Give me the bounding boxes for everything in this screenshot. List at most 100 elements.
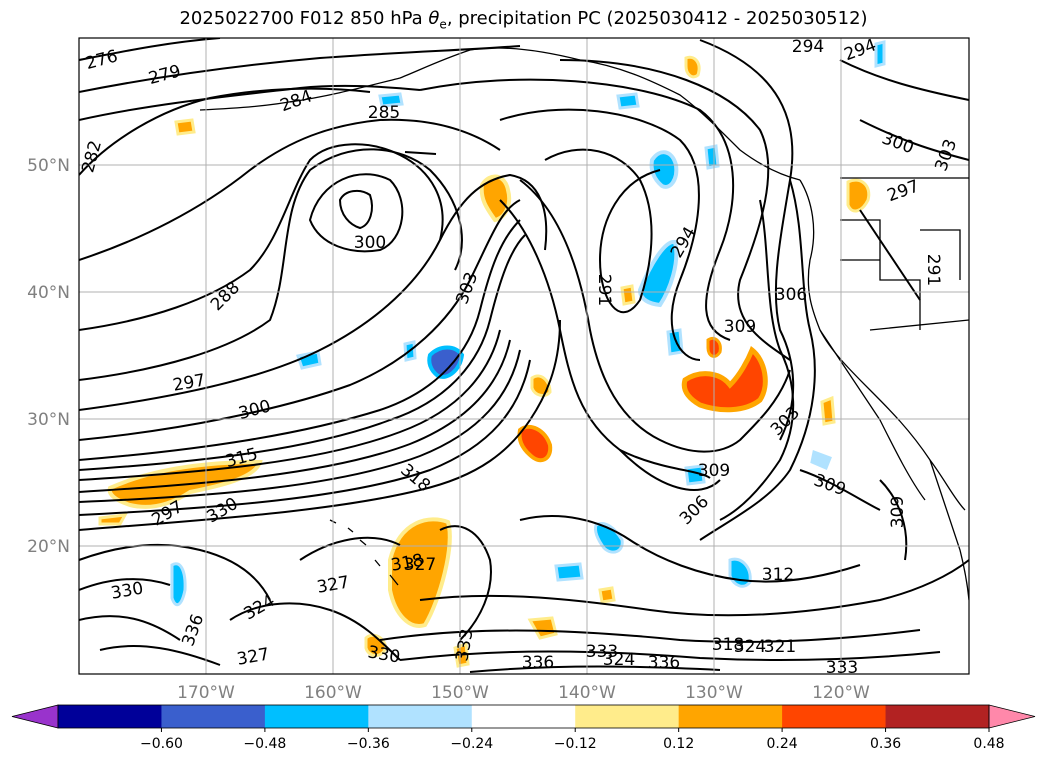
colorbar-extend-min [11, 704, 59, 729]
lat-label: 50°N [27, 156, 70, 176]
lat-label: 30°N [27, 410, 70, 430]
lat-label: 40°N [27, 283, 70, 303]
precip-blue-neg [594, 522, 624, 554]
precip-orange-pos [846, 178, 871, 213]
precip-orange-pos [598, 586, 616, 604]
contour-line [79, 87, 371, 176]
contour-line [799, 469, 881, 511]
contour-line [229, 602, 401, 661]
lon-label: 130°W [685, 683, 743, 703]
contour-label: 309 [888, 496, 908, 528]
latitude-labels: 50°N 40°N 30°N 20°N [27, 156, 70, 557]
colorbar-tick-label: −0.12 [554, 736, 597, 752]
precip-orange-pos [820, 395, 836, 426]
contour-line [79, 219, 521, 461]
contour-line [499, 108, 701, 361]
contour-line [839, 59, 969, 101]
contour-line [619, 449, 721, 491]
state-border [920, 229, 961, 280]
precip-orange-pos [527, 616, 558, 640]
contour-line [439, 525, 492, 641]
colorbar-tick-label: −0.36 [347, 736, 390, 752]
colorbar-extend-max [988, 704, 1036, 729]
colorbar-segment [885, 705, 990, 728]
contour-label: 321 [764, 637, 796, 657]
longitude-labels: 170°W 160°W 150°W 140°W 130°W 120°W [177, 683, 870, 703]
precip-blue-neg [810, 449, 832, 470]
colorbar-tick-label: 0.12 [663, 736, 694, 752]
colorbar-segment [58, 705, 162, 728]
colorbar-segment [264, 705, 369, 728]
colorbar-tick-label: 0.48 [973, 736, 1004, 752]
contour-label: 336 [648, 653, 680, 673]
lat-label: 20°N [27, 537, 70, 557]
contour-line [79, 543, 271, 601]
lon-label: 140°W [558, 683, 616, 703]
contour-label: 333 [826, 658, 858, 678]
contour-line [399, 650, 941, 661]
contour-label: 309 [724, 317, 756, 337]
colorbar-segment [678, 705, 783, 728]
contour-line [79, 45, 521, 93]
contour-line [308, 173, 404, 253]
contour-line [719, 199, 795, 521]
contour-label: 309 [698, 461, 730, 481]
graticule [79, 38, 969, 674]
colorbar-segment [161, 705, 266, 728]
precip-red-pos [681, 346, 768, 413]
contour-label: 291 [923, 254, 943, 286]
contour-line [79, 319, 561, 531]
precip-orange-pos [684, 55, 701, 79]
contour-label: 294 [792, 37, 824, 57]
contour-line [79, 329, 501, 481]
contour-label: 291 [594, 274, 614, 306]
colorbar-tick-label: 0.36 [870, 736, 901, 752]
precip-blue-neg [704, 144, 720, 170]
lon-label: 120°W [812, 683, 870, 703]
precip-blue-neg [684, 464, 706, 486]
contour-label: 324 [603, 650, 635, 670]
contour-label: 318 [712, 635, 744, 655]
contour-line [79, 173, 548, 411]
precip-blue-neg [666, 328, 684, 356]
contour-line [419, 78, 735, 341]
contour-line [544, 148, 661, 314]
precip-red-pos [517, 424, 553, 463]
contour-line [79, 234, 526, 471]
contour-label: 333 [586, 642, 618, 662]
colorbar-segment [782, 705, 887, 728]
precip-blue-neg [637, 240, 679, 308]
lon-label: 150°W [431, 683, 489, 703]
contour-line [79, 148, 463, 381]
contour-line [79, 38, 221, 61]
contour-line [79, 339, 511, 493]
colorbar: −0.60 −0.48 −0.36 −0.24 −0.12 0.12 0.24 0.36 0.4… [11, 704, 1036, 752]
colorbar-frame [57, 704, 990, 729]
precip-orange-pos [174, 118, 196, 136]
contour-line [79, 349, 521, 503]
contour-line [879, 479, 908, 561]
precip-blue-neg [616, 92, 640, 110]
contour-label: 327 [404, 555, 436, 575]
map-title: 2025022700 F012 850 hPa θe, precipitatio… [179, 8, 868, 32]
contour-line [79, 615, 181, 641]
contour-line [499, 199, 711, 479]
mexico-coast [929, 459, 969, 601]
contour-line [859, 119, 969, 161]
contour-line [79, 143, 444, 331]
precip-blue-neg [874, 40, 886, 68]
baja-coast [819, 329, 926, 501]
contour-line [79, 199, 521, 441]
theta-e-contours [79, 38, 969, 673]
precip-blue-neg [170, 562, 187, 607]
contour-line [338, 189, 373, 230]
precip-orange-pos [98, 513, 128, 526]
map-background [79, 38, 969, 674]
contour-line [559, 59, 791, 361]
lon-label: 160°W [304, 683, 362, 703]
contour-label: 312 [762, 565, 794, 585]
lon-label: 170°W [177, 683, 235, 703]
contour-line [859, 209, 921, 301]
contour-line [699, 39, 795, 441]
contour-line [404, 151, 437, 155]
